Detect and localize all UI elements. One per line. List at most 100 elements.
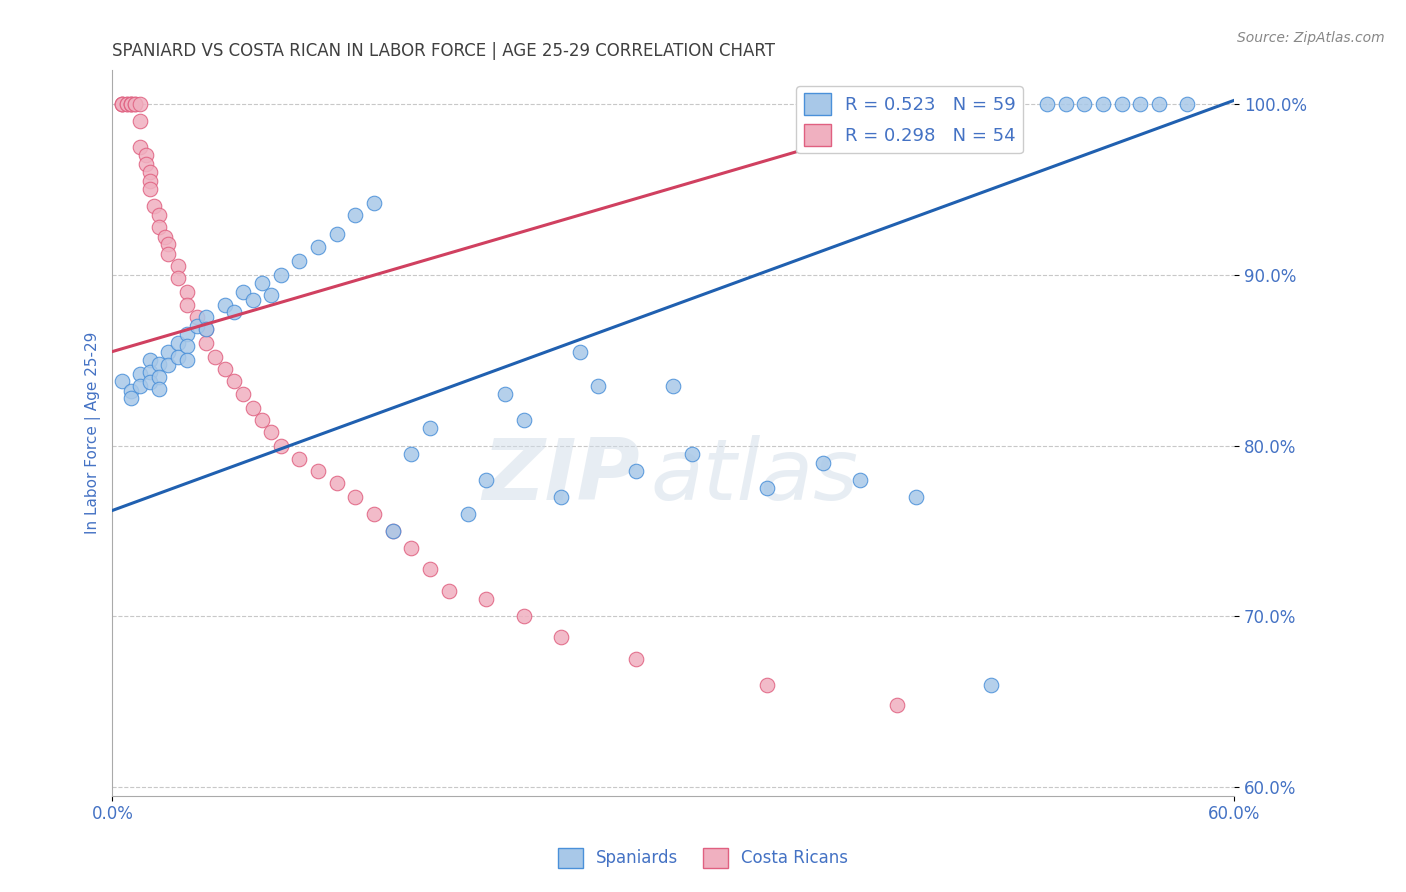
Point — [166, 336, 188, 351]
Point — [681, 447, 703, 461]
Text: SPANIARD VS COSTA RICAN IN LABOR FORCE | AGE 25-29 CORRELATION CHART: SPANIARD VS COSTA RICAN IN LABOR FORCE |… — [112, 42, 776, 60]
Point — [176, 339, 198, 353]
Point — [176, 353, 198, 368]
Point — [157, 344, 180, 359]
Legend: R = 0.523   N = 59, R = 0.298   N = 54: R = 0.523 N = 59, R = 0.298 N = 54 — [796, 86, 1024, 153]
Point — [176, 298, 198, 312]
Point — [811, 456, 834, 470]
Point — [148, 382, 170, 396]
Point — [120, 96, 142, 111]
Point — [139, 174, 162, 188]
Point — [550, 490, 572, 504]
Point — [381, 524, 404, 538]
Point — [1073, 96, 1095, 111]
Point — [288, 254, 311, 268]
Point — [232, 387, 254, 401]
Point — [260, 288, 283, 302]
Point — [135, 148, 157, 162]
Point — [568, 344, 591, 359]
Point — [288, 452, 311, 467]
Point — [1111, 96, 1133, 111]
Point — [157, 358, 180, 372]
Point — [419, 421, 441, 435]
Point — [307, 240, 329, 254]
Point — [111, 374, 134, 388]
Point — [148, 219, 170, 234]
Point — [111, 96, 134, 111]
Point — [142, 199, 165, 213]
Point — [148, 370, 170, 384]
Point — [401, 447, 423, 461]
Point — [588, 378, 610, 392]
Point — [242, 293, 264, 308]
Point — [129, 378, 152, 392]
Point — [120, 96, 142, 111]
Text: Source: ZipAtlas.com: Source: ZipAtlas.com — [1237, 31, 1385, 45]
Point — [381, 524, 404, 538]
Point — [153, 230, 176, 244]
Point — [624, 652, 647, 666]
Point — [176, 327, 198, 342]
Point — [157, 236, 180, 251]
Point — [117, 96, 139, 111]
Point — [176, 285, 198, 299]
Point — [550, 630, 572, 644]
Point — [124, 96, 146, 111]
Point — [186, 318, 208, 333]
Point — [139, 165, 162, 179]
Point — [129, 139, 152, 153]
Point — [886, 698, 908, 713]
Point — [214, 361, 236, 376]
Point — [755, 481, 778, 495]
Point — [222, 374, 245, 388]
Point — [270, 438, 292, 452]
Point — [242, 401, 264, 415]
Point — [120, 96, 142, 111]
Point — [325, 227, 347, 241]
Legend: Spaniards, Costa Ricans: Spaniards, Costa Ricans — [551, 841, 855, 875]
Point — [662, 378, 685, 392]
Point — [363, 195, 385, 210]
Point — [325, 476, 347, 491]
Point — [129, 96, 152, 111]
Point — [139, 182, 162, 196]
Point — [135, 156, 157, 170]
Point — [148, 357, 170, 371]
Point — [120, 391, 142, 405]
Point — [1175, 96, 1198, 111]
Point — [755, 678, 778, 692]
Text: ZIP: ZIP — [482, 434, 640, 517]
Point — [905, 490, 928, 504]
Point — [139, 376, 162, 390]
Point — [494, 387, 516, 401]
Point — [232, 285, 254, 299]
Point — [120, 384, 142, 398]
Point — [139, 353, 162, 368]
Point — [222, 305, 245, 319]
Point — [457, 507, 479, 521]
Point — [111, 96, 134, 111]
Point — [1036, 96, 1059, 111]
Point — [166, 350, 188, 364]
Point — [475, 592, 498, 607]
Point — [139, 365, 162, 379]
Point — [1092, 96, 1115, 111]
Point — [512, 413, 534, 427]
Point — [475, 473, 498, 487]
Point — [214, 298, 236, 312]
Point — [437, 583, 460, 598]
Point — [194, 322, 217, 336]
Point — [250, 413, 273, 427]
Point — [194, 336, 217, 351]
Point — [344, 490, 367, 504]
Point — [363, 507, 385, 521]
Point — [624, 464, 647, 478]
Point — [250, 277, 273, 291]
Point — [260, 425, 283, 439]
Point — [980, 678, 1002, 692]
Point — [307, 464, 329, 478]
Point — [194, 322, 217, 336]
Point — [117, 96, 139, 111]
Point — [419, 561, 441, 575]
Point — [111, 96, 134, 111]
